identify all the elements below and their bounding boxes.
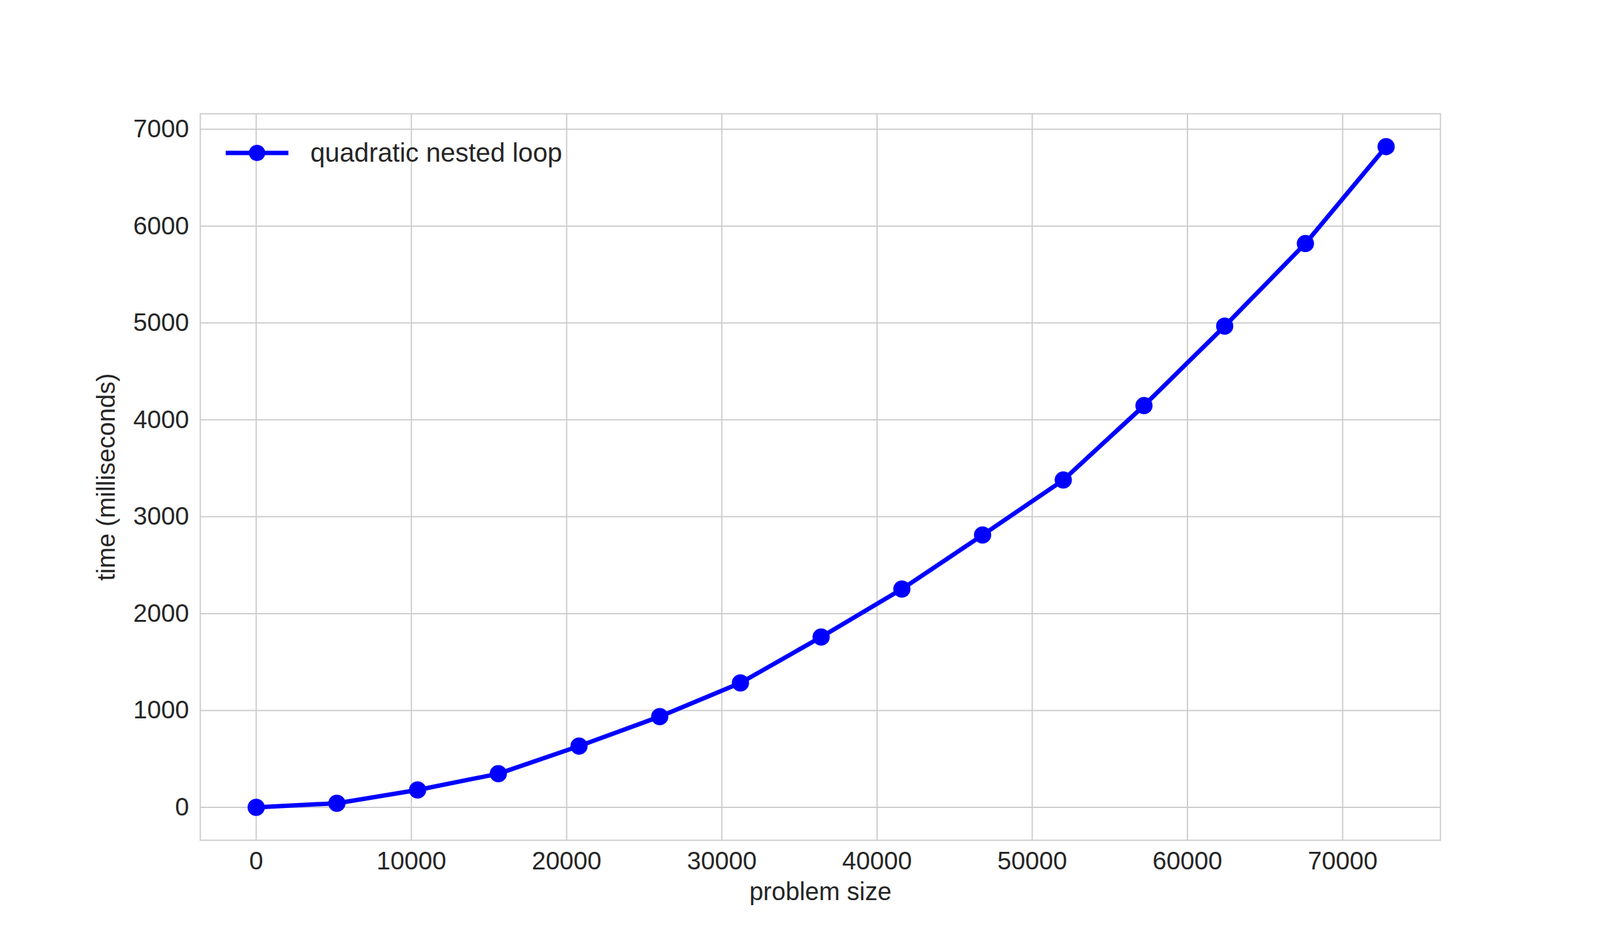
svg-text:50000: 50000 xyxy=(997,847,1068,875)
svg-text:2000: 2000 xyxy=(133,599,190,627)
svg-text:7000: 7000 xyxy=(133,114,190,143)
svg-text:0: 0 xyxy=(248,847,263,875)
svg-text:1000: 1000 xyxy=(133,695,190,724)
svg-text:30000: 30000 xyxy=(687,847,757,875)
html-text:quadratic nested loop: quadratic nested loop xyxy=(310,137,563,168)
svg-text:20000: 20000 xyxy=(531,847,602,875)
svg-text:time (milliseconds): time (milliseconds) xyxy=(92,373,120,581)
svg-text:0: 0 xyxy=(174,793,189,821)
svg-text:60000: 60000 xyxy=(1152,847,1222,875)
svg-text:problem size: problem size xyxy=(749,877,892,906)
svg-text:10000: 10000 xyxy=(376,847,447,875)
svg-text:3000: 3000 xyxy=(133,502,190,530)
svg-text:40000: 40000 xyxy=(842,847,912,875)
svg-text:5000: 5000 xyxy=(133,308,190,337)
svg-text:70000: 70000 xyxy=(1307,847,1378,875)
svg-text:4000: 4000 xyxy=(133,405,190,434)
html-text:Algorithmic Growth: Algorithmic Growth xyxy=(671,69,969,110)
svg-text:6000: 6000 xyxy=(133,211,190,240)
